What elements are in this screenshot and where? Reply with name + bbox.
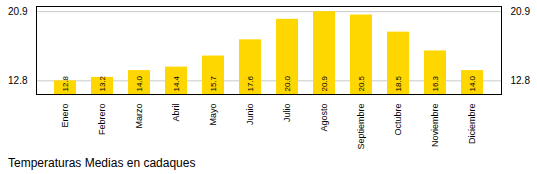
svg-text:20.9: 20.9 bbox=[320, 75, 329, 91]
svg-text:Julio: Julio bbox=[282, 104, 292, 123]
html-text:Temperaturas Medias en cadaque: Temperaturas Medias en cadaques bbox=[8, 156, 196, 170]
svg-text:15.7: 15.7 bbox=[209, 75, 218, 91]
svg-text:14.0: 14.0 bbox=[135, 75, 144, 91]
svg-text:Octubre: Octubre bbox=[393, 104, 403, 136]
svg-text:13.2: 13.2 bbox=[98, 75, 107, 91]
svg-text:Enero: Enero bbox=[60, 104, 70, 128]
svg-text:20.0: 20.0 bbox=[283, 75, 292, 91]
svg-text:14.0: 14.0 bbox=[468, 75, 477, 91]
svg-text:Noviembre: Noviembre bbox=[430, 104, 440, 148]
svg-text:12.8: 12.8 bbox=[8, 75, 28, 86]
svg-text:17.6: 17.6 bbox=[246, 75, 255, 91]
svg-text:Diciembre: Diciembre bbox=[467, 104, 477, 145]
svg-text:Mayo: Mayo bbox=[208, 104, 218, 126]
svg-text:Agosto: Agosto bbox=[319, 104, 329, 132]
svg-text:16.3: 16.3 bbox=[431, 75, 440, 91]
svg-text:Abril: Abril bbox=[171, 104, 181, 122]
svg-text:Junio: Junio bbox=[245, 104, 255, 126]
svg-text:20.9: 20.9 bbox=[511, 6, 531, 17]
svg-text:14.4: 14.4 bbox=[172, 75, 181, 91]
svg-text:20.5: 20.5 bbox=[357, 75, 366, 91]
svg-text:Febrero: Febrero bbox=[97, 104, 107, 136]
svg-text:18.5: 18.5 bbox=[394, 75, 403, 91]
svg-text:Septiembre: Septiembre bbox=[356, 104, 366, 150]
svg-text:12.8: 12.8 bbox=[61, 75, 70, 91]
svg-text:Marzo: Marzo bbox=[134, 104, 144, 129]
svg-text:12.8: 12.8 bbox=[511, 75, 531, 86]
svg-text:20.9: 20.9 bbox=[8, 6, 28, 17]
